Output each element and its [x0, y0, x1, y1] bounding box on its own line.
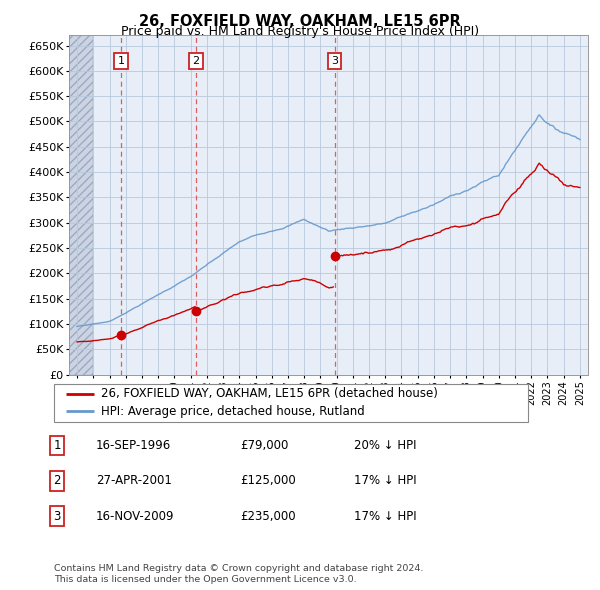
- Text: 3: 3: [331, 55, 338, 65]
- Text: 1: 1: [53, 439, 61, 452]
- Text: Price paid vs. HM Land Registry's House Price Index (HPI): Price paid vs. HM Land Registry's House …: [121, 25, 479, 38]
- Text: £125,000: £125,000: [240, 474, 296, 487]
- Text: 20% ↓ HPI: 20% ↓ HPI: [354, 439, 416, 452]
- Text: 16-NOV-2009: 16-NOV-2009: [96, 510, 175, 523]
- FancyBboxPatch shape: [54, 384, 528, 422]
- Text: 26, FOXFIELD WAY, OAKHAM, LE15 6PR (detached house): 26, FOXFIELD WAY, OAKHAM, LE15 6PR (deta…: [101, 388, 438, 401]
- Text: 2: 2: [192, 55, 199, 65]
- Text: 26, FOXFIELD WAY, OAKHAM, LE15 6PR: 26, FOXFIELD WAY, OAKHAM, LE15 6PR: [139, 14, 461, 28]
- Text: 16-SEP-1996: 16-SEP-1996: [96, 439, 171, 452]
- Text: £235,000: £235,000: [240, 510, 296, 523]
- Text: 27-APR-2001: 27-APR-2001: [96, 474, 172, 487]
- Text: 2: 2: [53, 474, 61, 487]
- Text: This data is licensed under the Open Government Licence v3.0.: This data is licensed under the Open Gov…: [54, 575, 356, 584]
- Text: 1: 1: [118, 55, 125, 65]
- Text: 17% ↓ HPI: 17% ↓ HPI: [354, 474, 416, 487]
- Text: Contains HM Land Registry data © Crown copyright and database right 2024.: Contains HM Land Registry data © Crown c…: [54, 565, 424, 573]
- Text: 17% ↓ HPI: 17% ↓ HPI: [354, 510, 416, 523]
- Text: HPI: Average price, detached house, Rutland: HPI: Average price, detached house, Rutl…: [101, 405, 365, 418]
- Text: 3: 3: [53, 510, 61, 523]
- Text: £79,000: £79,000: [240, 439, 289, 452]
